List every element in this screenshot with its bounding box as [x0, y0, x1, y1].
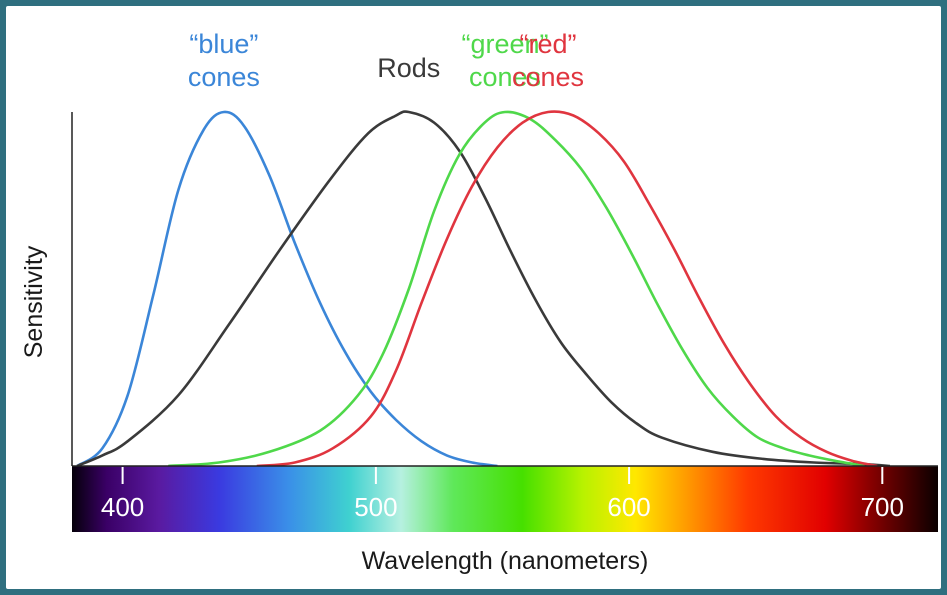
series-label-green-line-2: cones	[469, 62, 541, 92]
x-tick-label-700: 700	[861, 492, 904, 522]
x-tick-label-500: 500	[354, 492, 397, 522]
series-label-red-line-1: “red”	[519, 29, 576, 59]
spectrum-bar	[72, 466, 938, 532]
series-line-red	[256, 110, 878, 468]
sensitivity-chart: 400 500 600 700 “blue”cones Rods“green”cones…	[20, 29, 938, 575]
chart-frame: 400 500 600 700 “blue” cones Rods “green” cones…	[6, 6, 941, 589]
series-label-green-line-1: “green”	[461, 29, 548, 59]
x-axis-label: Wavelength (nanometers)	[362, 547, 649, 575]
series-line-rods	[76, 110, 890, 468]
series-labels: “blue”cones Rods“green”cones“red”cones	[188, 29, 584, 92]
series-line-green	[168, 110, 865, 468]
x-tick-label-400: 400	[101, 492, 144, 522]
series-label-blue-line-2: cones	[188, 62, 260, 92]
series-line-blue	[76, 110, 498, 468]
x-axis-ticks: 400 500 600 700	[101, 467, 904, 522]
series-label-blue-line-1: “blue”	[189, 29, 258, 59]
series-label-red-line-2: cones	[512, 62, 584, 92]
y-axis-label: Sensitivity	[20, 245, 48, 358]
series-curves	[76, 110, 890, 468]
x-tick-label-600: 600	[607, 492, 650, 522]
series-label-rods-line-1: Rods	[377, 53, 440, 83]
